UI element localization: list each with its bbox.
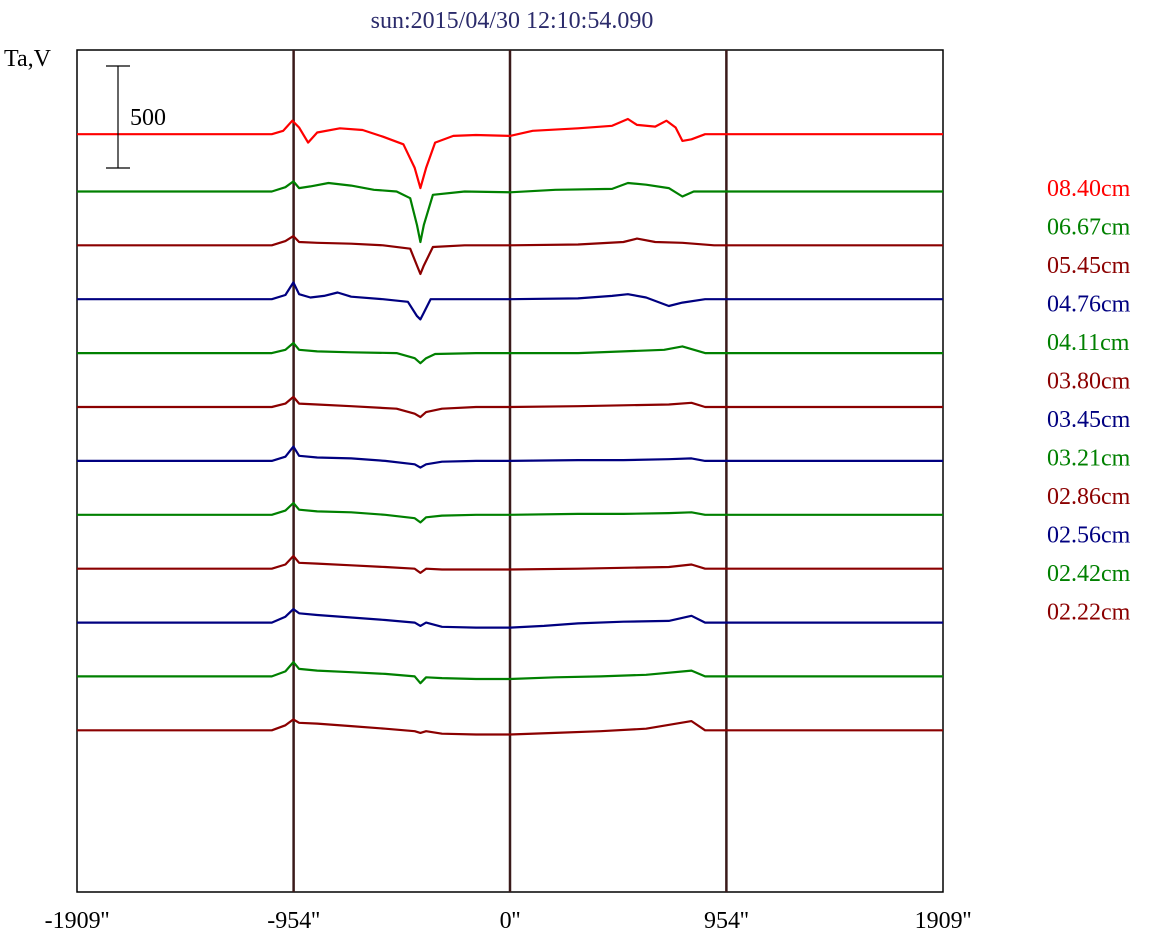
legend-item-11: 02.22cm [1047, 600, 1131, 626]
scale-bar-label: 500 [130, 105, 166, 131]
series-line-7 [77, 501, 943, 524]
legend-item-9: 02.56cm [1047, 523, 1131, 549]
series-line-9 [77, 607, 943, 629]
legend-item-8: 02.86cm [1047, 484, 1131, 510]
series-line-2 [77, 235, 943, 276]
series-line-8 [77, 554, 943, 575]
series-line-4 [77, 341, 943, 365]
x-tick-label-2: 0'' [500, 908, 521, 934]
y-axis-label: Ta,V [4, 46, 52, 72]
x-axis-ticks: -1909'' -954'' 0'' 954'' 1909'' [45, 908, 972, 934]
series-line-6 [77, 445, 943, 469]
x-tick-label-0: -1909'' [45, 908, 110, 934]
legend-item-5: 03.80cm [1047, 369, 1131, 395]
series-line-5 [77, 395, 943, 419]
series-line-0 [77, 117, 943, 190]
series-line-10 [77, 660, 943, 685]
series-lines [77, 117, 943, 736]
chart-title: sun:2015/04/30 12:10:54.090 [371, 8, 654, 34]
legend-item-7: 03.21cm [1047, 446, 1131, 472]
series-line-11 [77, 718, 943, 736]
legend: 08.40cm 06.67cm 05.45cm 04.76cm 04.11cm 03.80… [1047, 176, 1131, 626]
x-tick-label-1: -954'' [267, 908, 320, 934]
x-tick-label-3: 954'' [704, 908, 749, 934]
legend-item-1: 06.67cm [1047, 215, 1131, 241]
legend-item-3: 04.76cm [1047, 292, 1131, 318]
legend-item-4: 04.11cm [1047, 330, 1130, 356]
x-tick-label-4: 1909'' [915, 908, 972, 934]
legend-item-10: 02.42cm [1047, 561, 1131, 587]
legend-item-0: 08.40cm [1047, 176, 1131, 202]
series-line-3 [77, 281, 943, 321]
legend-item-6: 03.45cm [1047, 407, 1131, 433]
scale-bar: 500 [106, 65, 166, 169]
vertical-reference-lines [292, 50, 728, 892]
legend-item-2: 05.45cm [1047, 253, 1131, 279]
series-line-1 [77, 180, 943, 244]
